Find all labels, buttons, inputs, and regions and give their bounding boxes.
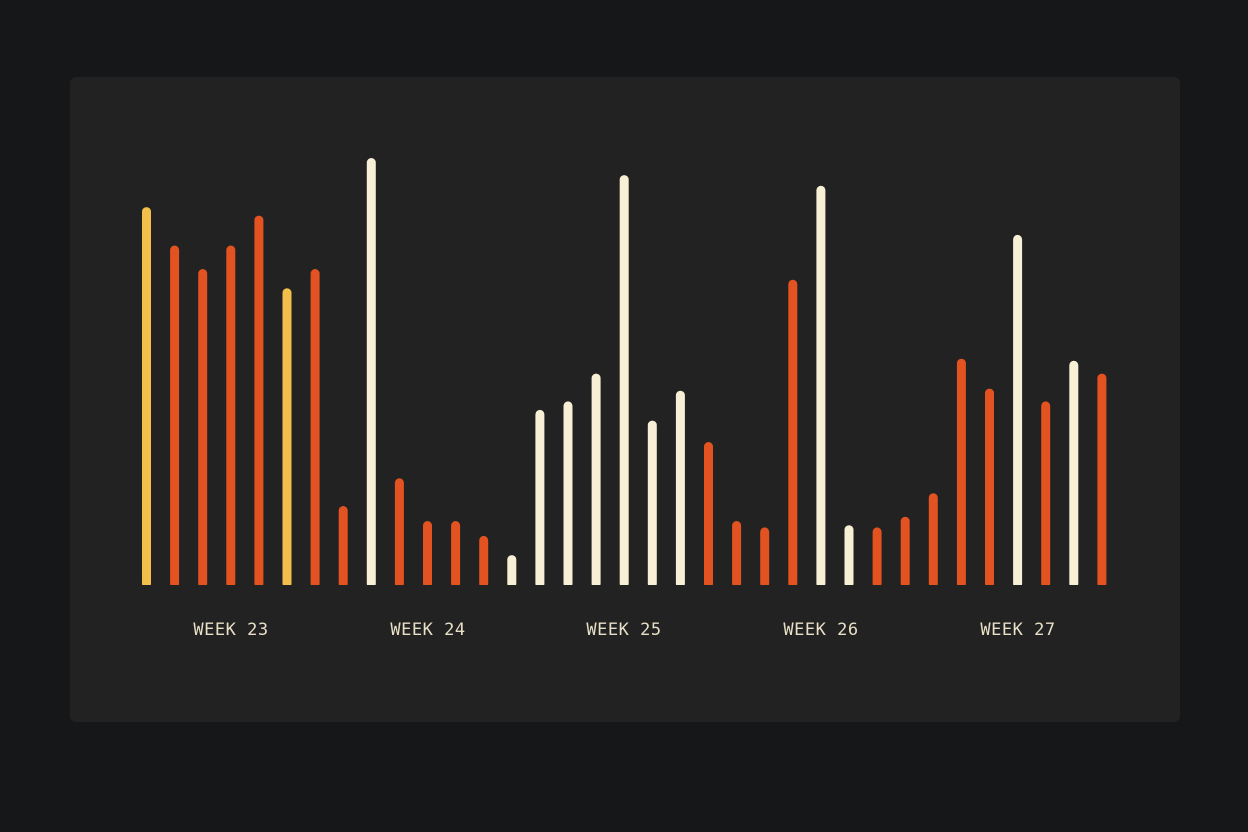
bar-28 xyxy=(900,516,910,585)
bar-26 xyxy=(844,525,854,585)
bar-4 xyxy=(226,245,236,585)
bar-32 xyxy=(1013,234,1023,585)
bar-19 xyxy=(647,420,657,585)
week-label-24: WEEK 24 xyxy=(390,620,465,640)
bar-10 xyxy=(394,478,404,585)
bar-12 xyxy=(451,521,461,585)
bar-29 xyxy=(928,493,938,585)
week-label-26: WEEK 26 xyxy=(783,620,858,640)
bar-33 xyxy=(1041,401,1051,585)
bar-24 xyxy=(788,279,798,585)
bar-3 xyxy=(198,269,208,585)
bar-34 xyxy=(1069,360,1079,585)
week-label-25: WEEK 25 xyxy=(586,620,661,640)
bar-8 xyxy=(338,506,348,585)
week-label-27: WEEK 27 xyxy=(980,620,1055,640)
bar-6 xyxy=(282,288,292,585)
bar-18 xyxy=(619,175,629,585)
week-labels-group: WEEK 23 WEEK 24 WEEK 25 WEEK 26 WEEK 27 xyxy=(193,620,1055,640)
bar-21 xyxy=(704,442,713,585)
bar-7 xyxy=(310,269,320,585)
bar-11 xyxy=(423,521,432,585)
bar-20 xyxy=(675,390,685,585)
bar-22 xyxy=(732,521,742,585)
bar-15 xyxy=(535,409,545,585)
bar-16 xyxy=(563,401,573,585)
bar-17 xyxy=(591,373,601,585)
bar-1 xyxy=(142,207,151,585)
bar-13 xyxy=(479,535,489,585)
bar-25 xyxy=(816,185,826,585)
bar-23 xyxy=(760,527,770,585)
bar-9 xyxy=(366,158,376,585)
bar-31 xyxy=(985,388,994,585)
bar-27 xyxy=(872,527,882,585)
week-label-23: WEEK 23 xyxy=(193,620,268,640)
bar-35 xyxy=(1097,373,1107,585)
bar-30 xyxy=(956,358,966,585)
bars-group xyxy=(142,158,1107,585)
bar-2 xyxy=(170,245,180,585)
bar-5 xyxy=(254,215,264,585)
bar-14 xyxy=(507,555,517,585)
